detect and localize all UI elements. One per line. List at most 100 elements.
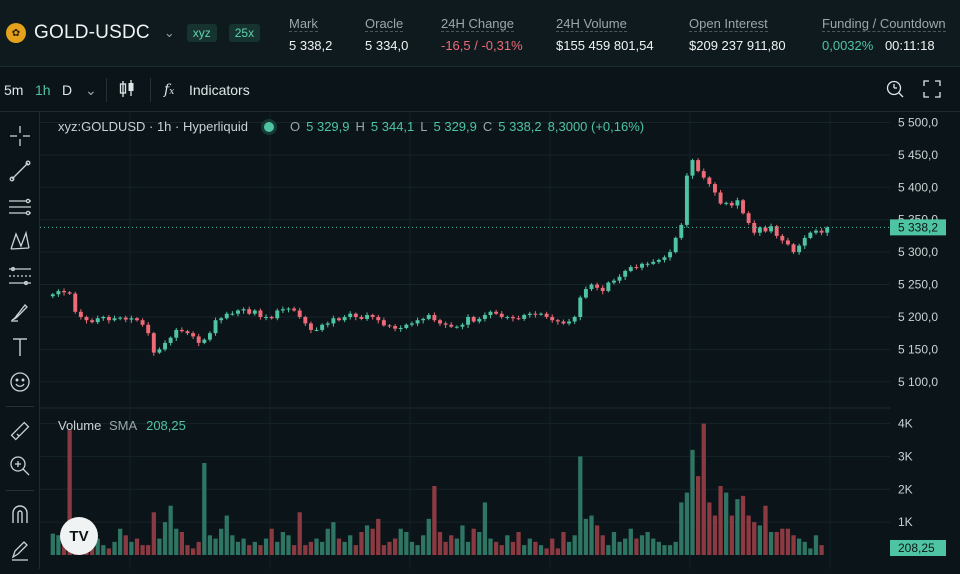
candle[interactable] bbox=[724, 202, 729, 204]
volume-bar[interactable] bbox=[129, 541, 134, 555]
volume-bar[interactable] bbox=[56, 535, 61, 555]
volume-bar[interactable] bbox=[207, 535, 213, 555]
volume-bar[interactable] bbox=[712, 515, 718, 555]
volume-bar[interactable] bbox=[151, 512, 156, 555]
volume-bar[interactable] bbox=[426, 518, 431, 555]
candle[interactable] bbox=[286, 308, 291, 310]
volume-bar[interactable] bbox=[718, 486, 723, 555]
volume-bar[interactable] bbox=[583, 518, 589, 555]
volume-bar[interactable] bbox=[533, 541, 538, 555]
candle[interactable] bbox=[163, 342, 167, 350]
candle[interactable] bbox=[656, 259, 661, 262]
candle[interactable] bbox=[308, 323, 313, 330]
stat-label[interactable]: Open Interest bbox=[689, 16, 768, 32]
volume-bar[interactable] bbox=[387, 541, 392, 555]
volume-bar[interactable] bbox=[645, 532, 650, 555]
candle[interactable] bbox=[421, 318, 426, 321]
emoji-icon[interactable] bbox=[8, 370, 32, 394]
candle[interactable] bbox=[769, 226, 774, 232]
chart-pane[interactable]: TV bbox=[40, 112, 890, 569]
candle[interactable] bbox=[50, 294, 55, 297]
candle[interactable] bbox=[95, 318, 100, 323]
volume-bar[interactable] bbox=[662, 545, 667, 555]
price-axis[interactable]: 5 500,05 450,05 400,05 350,05 300,05 250… bbox=[890, 112, 960, 569]
volume-bar[interactable] bbox=[202, 463, 207, 555]
candle[interactable] bbox=[707, 177, 712, 185]
ruler-icon[interactable] bbox=[8, 419, 32, 443]
volume-bar[interactable] bbox=[269, 528, 274, 555]
indicators-button[interactable]: Indicators bbox=[189, 82, 250, 98]
candle[interactable] bbox=[623, 270, 628, 277]
volume-bar[interactable] bbox=[213, 538, 218, 555]
volume-bar[interactable] bbox=[623, 538, 628, 555]
candle[interactable] bbox=[595, 284, 600, 288]
volume-bar[interactable] bbox=[656, 541, 661, 555]
volume-bar[interactable] bbox=[740, 495, 746, 555]
candle[interactable] bbox=[219, 318, 224, 321]
candle[interactable] bbox=[718, 192, 723, 204]
volume-bar[interactable] bbox=[454, 538, 459, 555]
volume-bar[interactable] bbox=[162, 522, 168, 555]
candle[interactable] bbox=[353, 313, 358, 317]
screenshot-icon[interactable] bbox=[885, 79, 905, 102]
volume-bar[interactable] bbox=[101, 545, 106, 555]
candle[interactable] bbox=[499, 313, 504, 317]
candle[interactable] bbox=[466, 316, 471, 325]
stat-label[interactable]: Funding / Countdown bbox=[822, 16, 946, 32]
candle[interactable] bbox=[331, 318, 336, 324]
volume-bar[interactable] bbox=[252, 541, 257, 555]
volume-bar[interactable] bbox=[813, 535, 819, 555]
horizontal-lines-icon[interactable] bbox=[8, 195, 32, 219]
candle[interactable] bbox=[157, 349, 162, 353]
candle[interactable] bbox=[544, 313, 549, 317]
candle[interactable] bbox=[207, 333, 212, 340]
volume-bar[interactable] bbox=[106, 548, 112, 555]
volume-bar[interactable] bbox=[449, 535, 454, 555]
volume-bar[interactable] bbox=[797, 538, 802, 555]
pattern-icon[interactable] bbox=[8, 229, 32, 253]
volume-bar[interactable] bbox=[746, 515, 751, 555]
candle[interactable] bbox=[741, 200, 745, 214]
candle[interactable] bbox=[258, 310, 263, 317]
candle[interactable] bbox=[247, 309, 252, 314]
candle[interactable] bbox=[780, 235, 785, 241]
candle[interactable] bbox=[505, 316, 510, 318]
volume-bar[interactable] bbox=[157, 538, 162, 555]
candle[interactable] bbox=[325, 323, 330, 325]
candle[interactable] bbox=[370, 315, 375, 317]
candle[interactable] bbox=[168, 337, 173, 343]
candle[interactable] bbox=[533, 313, 538, 315]
candle[interactable] bbox=[539, 313, 543, 315]
candle[interactable] bbox=[443, 323, 448, 325]
volume-bar[interactable] bbox=[392, 538, 398, 555]
volume-bar[interactable] bbox=[808, 548, 813, 555]
candle[interactable] bbox=[320, 324, 325, 330]
interval-d[interactable]: D bbox=[62, 82, 73, 98]
candle[interactable] bbox=[426, 315, 431, 319]
candle[interactable] bbox=[230, 313, 235, 315]
candle[interactable] bbox=[84, 316, 89, 321]
volume-bar[interactable] bbox=[594, 525, 600, 555]
stat-label[interactable]: Mark bbox=[289, 16, 318, 32]
volume-bar[interactable] bbox=[263, 538, 269, 555]
candle[interactable] bbox=[101, 316, 106, 319]
volume-bar[interactable] bbox=[561, 532, 566, 555]
volume-bar[interactable] bbox=[628, 528, 633, 555]
candles-icon[interactable] bbox=[118, 79, 136, 102]
volume-bar[interactable] bbox=[314, 538, 319, 555]
candle[interactable] bbox=[567, 321, 572, 324]
candle[interactable] bbox=[494, 311, 499, 314]
volume-bar[interactable] bbox=[819, 545, 824, 555]
legend-title[interactable]: xyz:GOLDUSD · 1h · Hyperliquid bbox=[58, 119, 248, 134]
candle[interactable] bbox=[415, 320, 420, 324]
candle[interactable] bbox=[679, 224, 684, 238]
axis-svg[interactable]: 5 500,05 450,05 400,05 350,05 300,05 250… bbox=[890, 112, 960, 569]
volume-bar[interactable] bbox=[224, 515, 229, 555]
volume-bar[interactable] bbox=[168, 505, 173, 555]
candle[interactable] bbox=[314, 329, 319, 331]
volume-bar[interactable] bbox=[280, 532, 286, 555]
candle[interactable] bbox=[606, 282, 611, 292]
volume-bar[interactable] bbox=[701, 423, 706, 555]
volume-bar[interactable] bbox=[303, 545, 308, 555]
candle[interactable] bbox=[151, 333, 156, 353]
